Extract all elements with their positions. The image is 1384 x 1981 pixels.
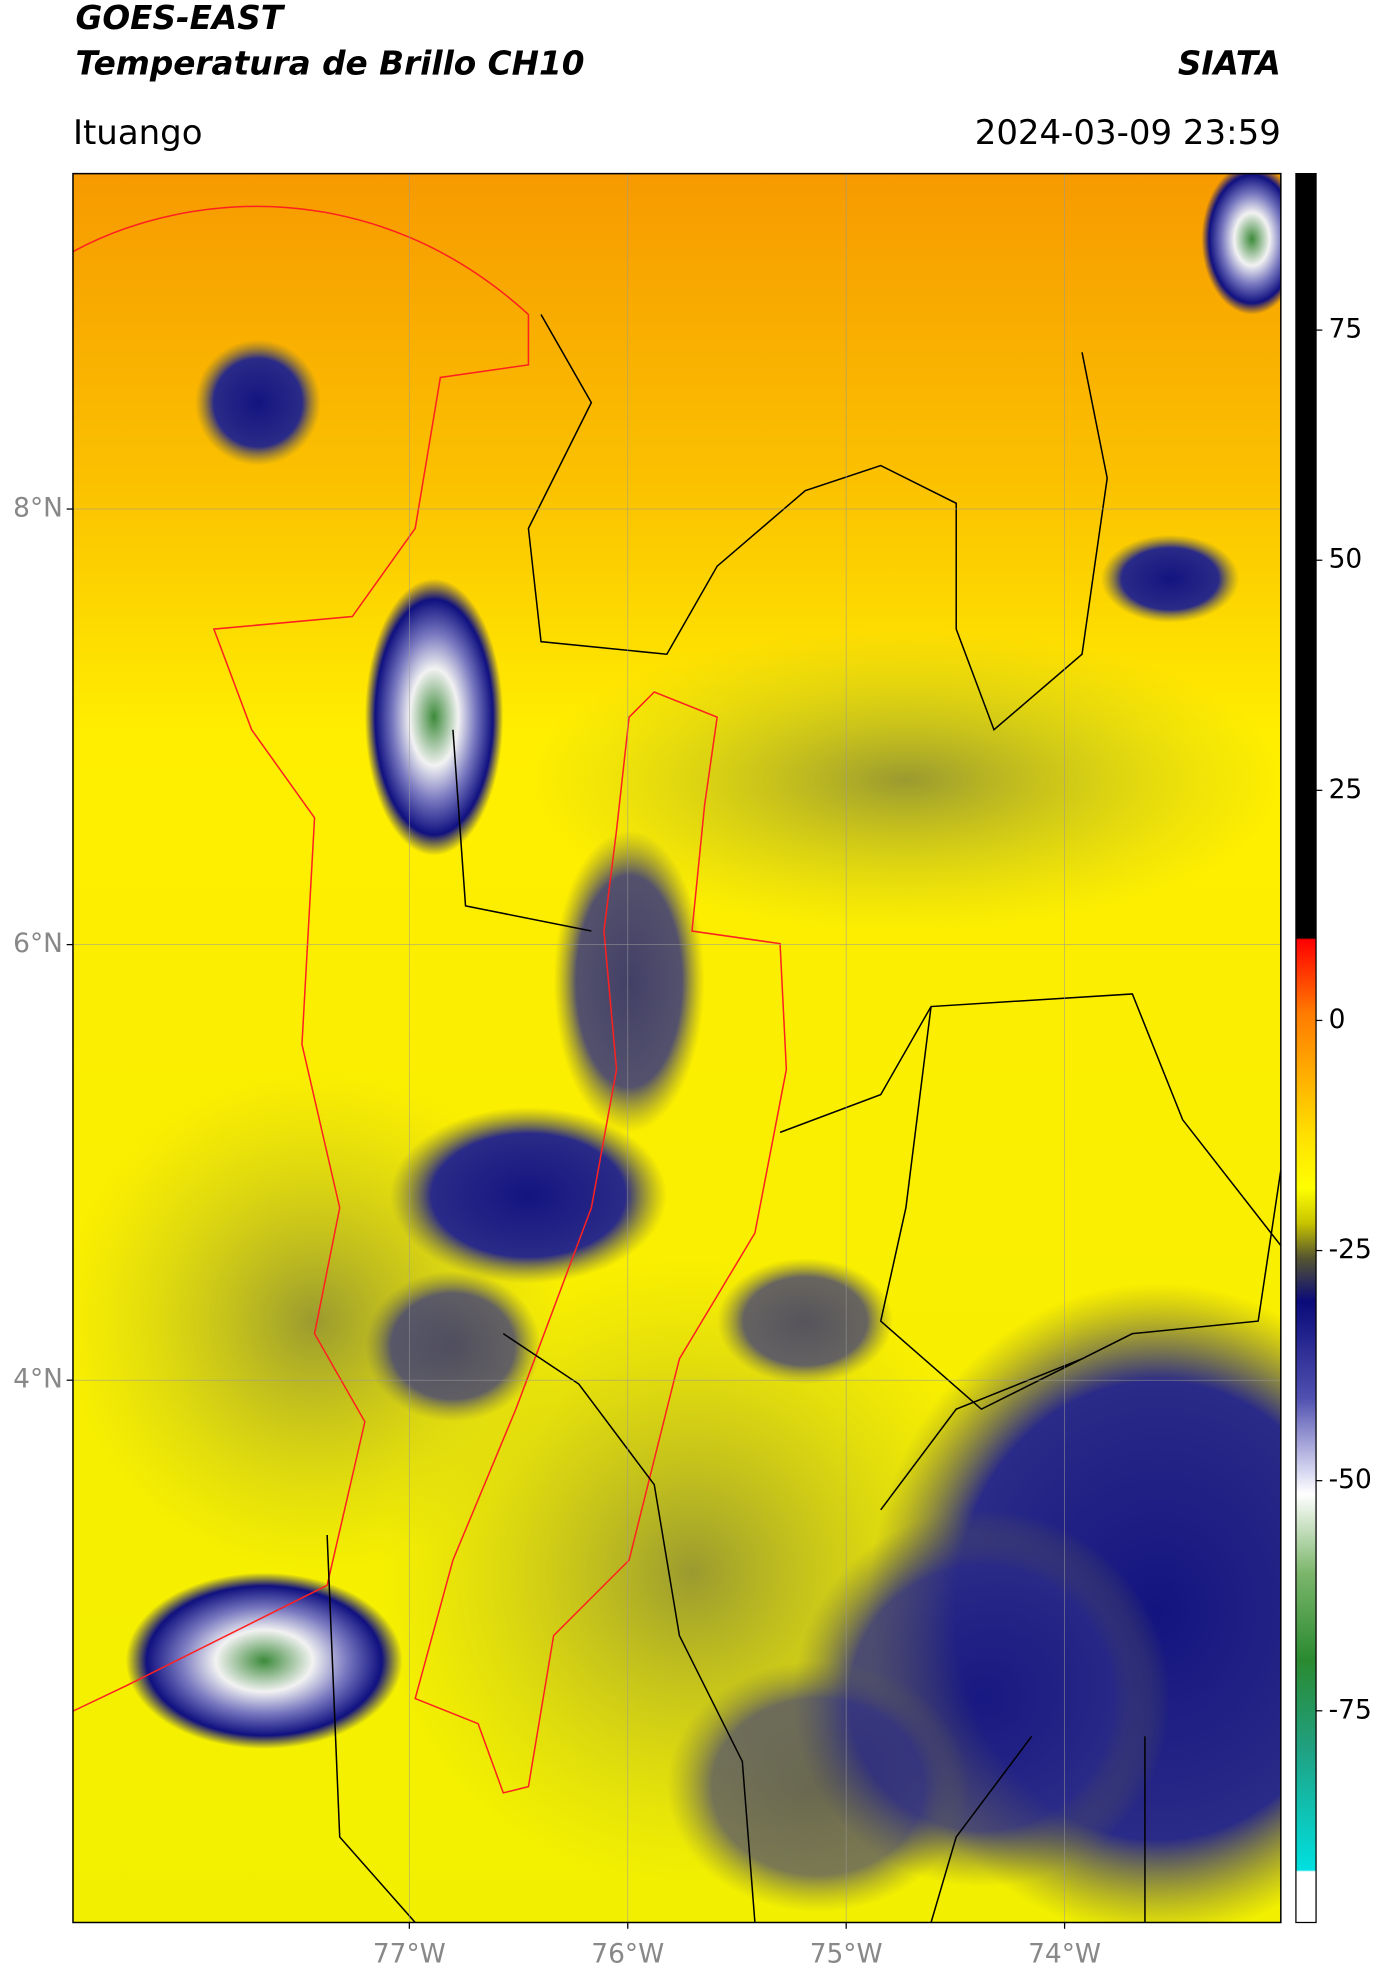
lat-tick-label: 8°N [13, 493, 63, 524]
colorbar-tick-label: -75 [1329, 1694, 1372, 1725]
colorbar-tick-label: 0 [1329, 1004, 1346, 1035]
lon-tick-label: 75°W [810, 1939, 883, 1970]
satellite-image [72, 173, 1281, 1923]
subtitle: Temperatura de Brillo CH10 [75, 44, 584, 82]
colorbar-tick-label: 75 [1329, 314, 1363, 345]
lat-tick-label: 6°N [13, 928, 63, 959]
colorbar-tick-label: -25 [1329, 1234, 1372, 1265]
colorbar-tick-label: -50 [1329, 1464, 1372, 1495]
datetime: 2024-03-09 23:59 [975, 113, 1281, 153]
colorbar-tick-label: 25 [1329, 774, 1363, 805]
map-frame [72, 172, 1282, 1924]
location: Ituango [73, 113, 203, 153]
title: GOES-EAST [75, 0, 285, 37]
lon-tick-label: 76°W [591, 1939, 664, 1970]
colorbar [1295, 172, 1317, 1924]
lat-tick-label: 4°N [13, 1364, 63, 1395]
graticule: 8°N 6°N 4°N 77°W 76°W 75°W 74°W [13, 173, 1281, 1970]
lon-tick-label: 77°W [373, 1939, 446, 1970]
colorbar-ticks: 75 50 25 0 -25 -50 -75 [1316, 314, 1372, 1725]
colorbar-tick-label: 50 [1329, 544, 1363, 575]
source: SIATA [1178, 44, 1281, 82]
lon-tick-label: 74°W [1028, 1939, 1101, 1970]
